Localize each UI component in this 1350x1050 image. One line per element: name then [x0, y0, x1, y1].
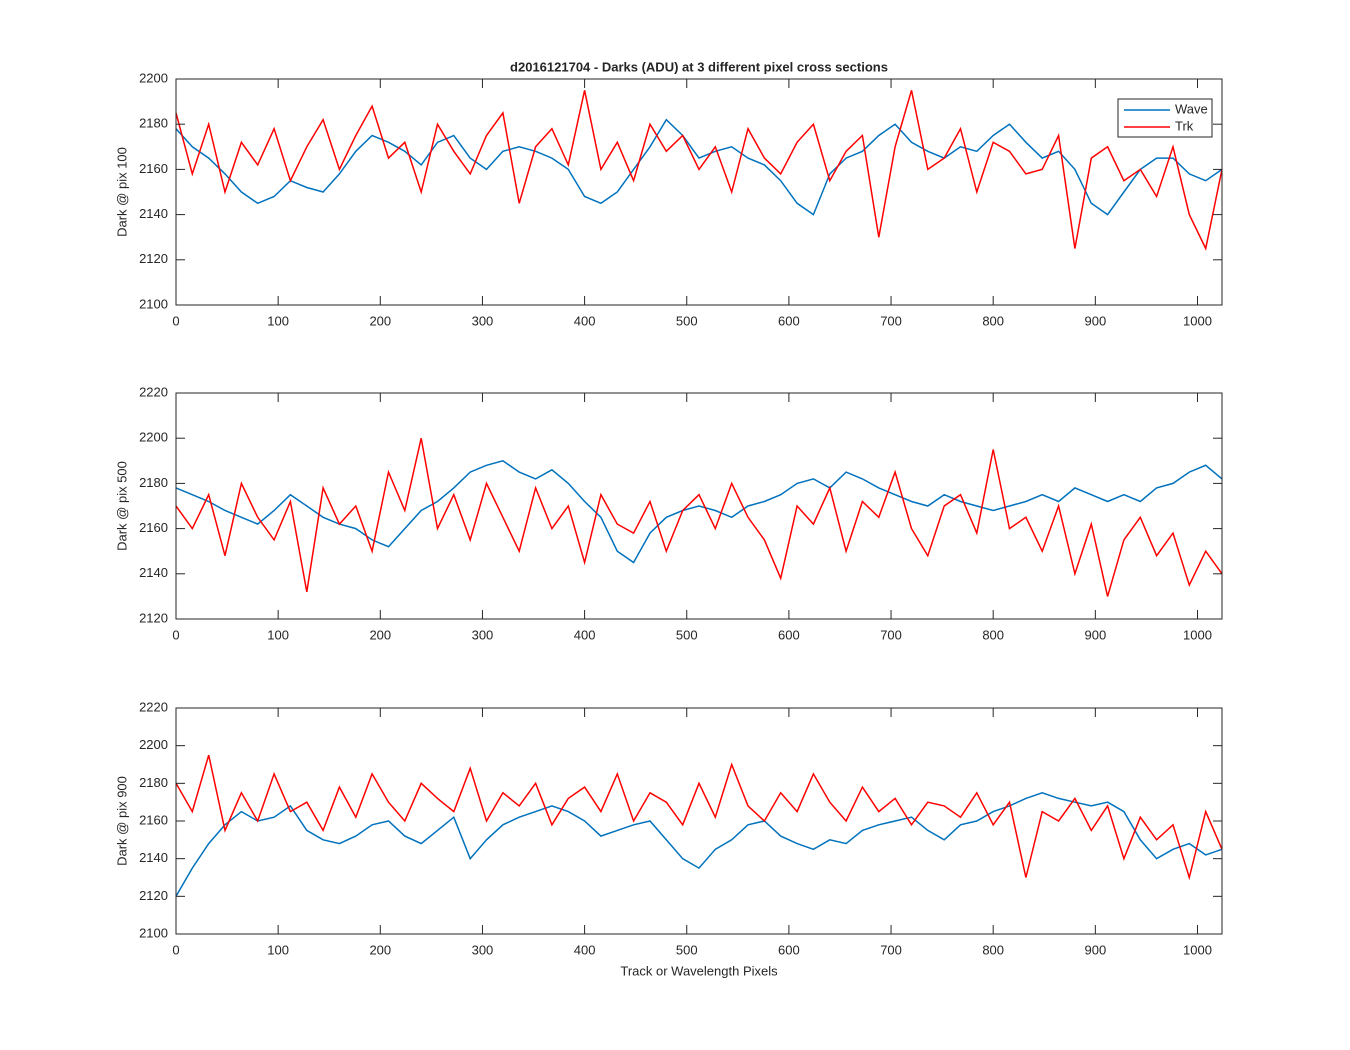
axes-box — [175, 78, 1223, 306]
y-tick-label: 2220 — [139, 699, 168, 714]
x-tick-label: 500 — [676, 627, 698, 642]
x-tick-label: 400 — [574, 942, 596, 957]
x-tick-label: 200 — [369, 942, 391, 957]
x-tick-label: 0 — [172, 942, 179, 957]
x-tick-label: 600 — [778, 313, 800, 328]
x-tick-label: 100 — [267, 313, 289, 328]
x-tick-label: 600 — [778, 627, 800, 642]
x-tick-label: 500 — [676, 313, 698, 328]
x-tick-label: 400 — [574, 627, 596, 642]
x-tick-label: 0 — [172, 627, 179, 642]
x-tick-label: 800 — [982, 942, 1004, 957]
data-line — [175, 754, 1223, 881]
y-tick-label: 2180 — [139, 475, 168, 490]
x-tick-label: 100 — [267, 627, 289, 642]
y-tick-label: 2120 — [139, 610, 168, 625]
axes-box — [175, 392, 1223, 620]
y-tick-label: 2160 — [139, 812, 168, 827]
x-tick-label: 300 — [472, 627, 494, 642]
y-tick-label: 2120 — [139, 888, 168, 903]
x-tick-label: 700 — [880, 942, 902, 957]
y-axis-label: Dark @ pix 500 — [114, 461, 129, 551]
plot-area — [176, 708, 1222, 934]
y-tick-label: 2120 — [139, 251, 168, 266]
y-tick-label: 2180 — [139, 775, 168, 790]
legend-label: Trk — [1175, 118, 1194, 133]
chart-title: d2016121704 - Darks (ADU) at 3 different… — [510, 59, 888, 74]
data-line — [175, 118, 1223, 216]
data-line — [175, 90, 1223, 251]
x-axis-label: Track or Wavelength Pixels — [620, 963, 778, 978]
y-tick-label: 2140 — [139, 850, 168, 865]
y-axis-label: Dark @ pix 900 — [114, 776, 129, 866]
y-tick-label: 2160 — [139, 161, 168, 176]
x-tick-label: 900 — [1084, 627, 1106, 642]
x-tick-label: 300 — [472, 313, 494, 328]
x-tick-label: 200 — [369, 627, 391, 642]
y-tick-label: 2200 — [139, 430, 168, 445]
y-tick-label: 2220 — [139, 384, 168, 399]
plot-area — [176, 79, 1222, 305]
x-tick-label: 500 — [676, 942, 698, 957]
data-line — [175, 459, 1223, 564]
x-tick-label: 0 — [172, 313, 179, 328]
y-axis-label: Dark @ pix 100 — [114, 147, 129, 237]
x-tick-label: 200 — [369, 313, 391, 328]
data-line — [175, 792, 1223, 897]
x-tick-label: 1000 — [1183, 627, 1212, 642]
legend-box — [1117, 98, 1213, 138]
y-tick-label: 2200 — [139, 737, 168, 752]
x-tick-label: 1000 — [1183, 313, 1212, 328]
y-tick-label: 2140 — [139, 565, 168, 580]
x-tick-label: 1000 — [1183, 942, 1212, 957]
x-tick-label: 600 — [778, 942, 800, 957]
x-tick-label: 100 — [267, 942, 289, 957]
data-line — [175, 438, 1223, 597]
x-tick-label: 800 — [982, 627, 1004, 642]
y-tick-label: 2100 — [139, 925, 168, 940]
x-tick-label: 400 — [574, 313, 596, 328]
x-tick-label: 900 — [1084, 313, 1106, 328]
y-tick-label: 2200 — [139, 70, 168, 85]
y-tick-label: 2100 — [139, 296, 168, 311]
x-tick-label: 700 — [880, 313, 902, 328]
x-tick-label: 700 — [880, 627, 902, 642]
x-tick-label: 900 — [1084, 942, 1106, 957]
y-tick-label: 2140 — [139, 206, 168, 221]
y-tick-label: 2180 — [139, 116, 168, 131]
y-tick-label: 2160 — [139, 520, 168, 535]
x-tick-label: 300 — [472, 942, 494, 957]
x-tick-label: 800 — [982, 313, 1004, 328]
legend-label: Wave — [1175, 101, 1208, 116]
